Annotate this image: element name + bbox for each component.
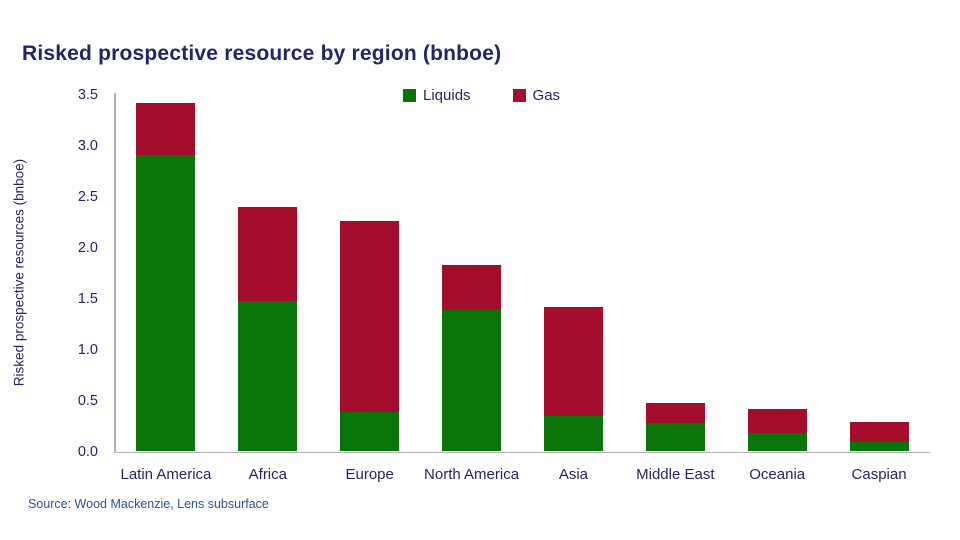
legend: Liquids Gas xyxy=(403,87,560,104)
y-tick-label-0.0: 0.0 xyxy=(77,443,98,460)
x-category-label-europe: Europe xyxy=(345,466,394,483)
legend-label-gas: Gas xyxy=(532,87,561,104)
legend-label-liquids: Liquids xyxy=(423,87,471,104)
liquids-swatch-icon xyxy=(403,89,416,102)
bar-liquids-north-america xyxy=(442,309,502,452)
y-tick-label-2.0: 2.0 xyxy=(77,239,98,256)
bar-liquids-asia xyxy=(543,415,603,452)
bar-liquids-latin-america xyxy=(136,155,196,452)
bar-liquids-africa xyxy=(238,300,298,452)
legend-item-liquids: Liquids xyxy=(403,87,471,104)
y-tick-label-3.5: 3.5 xyxy=(77,87,98,103)
x-category-label-asia: Asia xyxy=(558,466,589,483)
bar-gas-oceania xyxy=(747,408,807,434)
y-axis-line xyxy=(114,93,116,452)
y-tick-label-3.0: 3.0 xyxy=(77,137,98,154)
bar-liquids-caspian xyxy=(849,442,909,452)
bar-gas-caspian xyxy=(849,421,909,443)
gas-swatch-icon xyxy=(512,89,526,102)
x-category-label-north-america: North America xyxy=(424,466,520,483)
y-tick-label-1.0: 1.0 xyxy=(77,341,98,358)
bar-gas-asia xyxy=(543,306,603,416)
bar-gas-latin-america xyxy=(136,103,196,156)
y-tick-label-1.5: 1.5 xyxy=(77,290,98,307)
bar-gas-africa xyxy=(238,207,298,301)
x-category-label-middle-east: Middle East xyxy=(636,466,715,483)
x-category-label-caspian: Caspian xyxy=(851,466,907,483)
bar-liquids-middle-east xyxy=(645,422,705,452)
x-category-label-africa: Africa xyxy=(248,466,287,483)
source-note: Source: Wood Mackenzie, Lens subsurface xyxy=(28,497,269,511)
y-axis-title: Risked prospective resources (bnboe) xyxy=(11,158,27,387)
bar-liquids-oceania xyxy=(747,433,807,452)
x-category-label-oceania: Oceania xyxy=(749,466,806,483)
legend-item-gas: Gas xyxy=(512,87,561,104)
bar-liquids-europe xyxy=(340,411,400,452)
x-axis-line xyxy=(114,451,930,453)
x-category-label-latin-america: Latin America xyxy=(120,466,212,483)
chart-title: Risked prospective resource by region (b… xyxy=(22,42,502,65)
bar-gas-europe xyxy=(340,221,400,412)
y-tick-label-0.5: 0.5 xyxy=(77,392,98,409)
bar-gas-north-america xyxy=(442,265,502,310)
y-tick-label-2.5: 2.5 xyxy=(77,188,98,205)
bar-gas-middle-east xyxy=(645,402,705,423)
